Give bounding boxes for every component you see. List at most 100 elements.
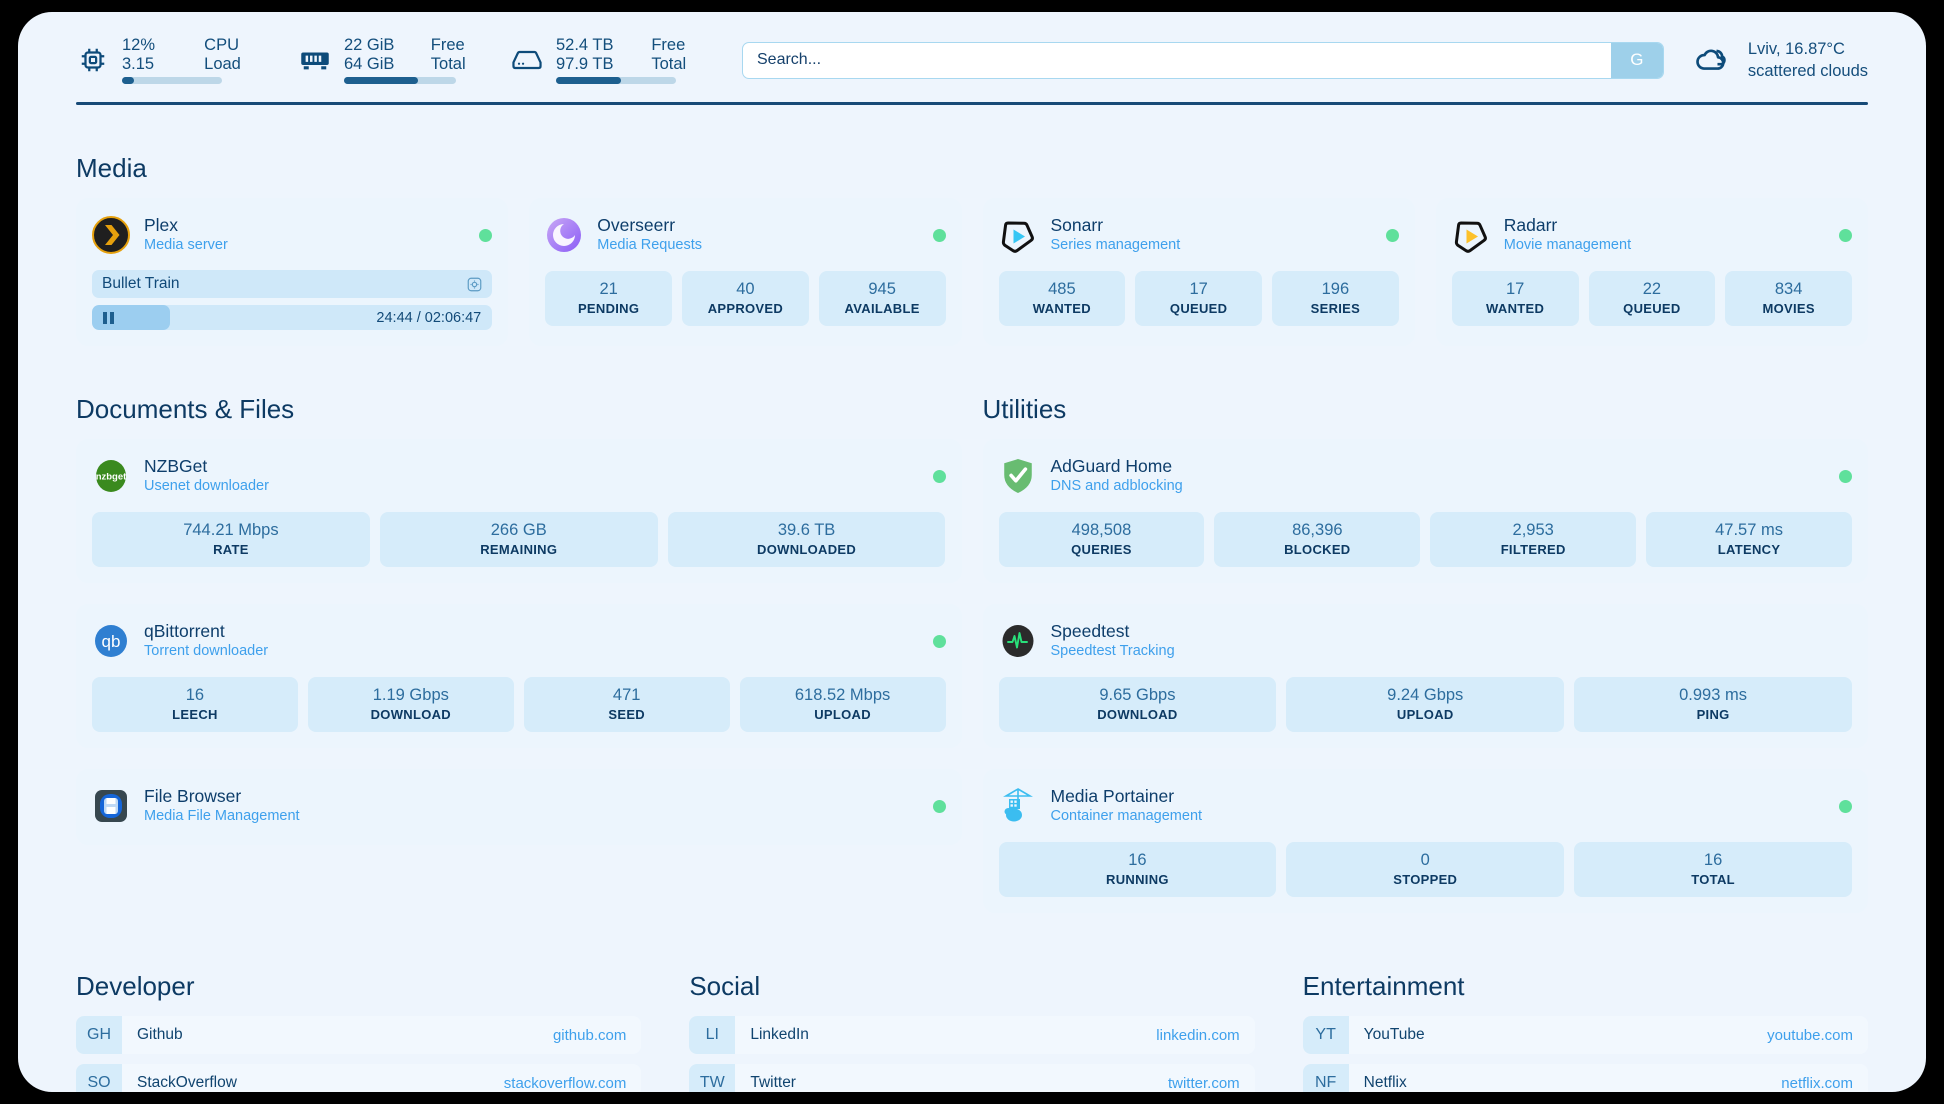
disk-stat-group: 52.4 TB Free 97.9 TB Total — [510, 36, 706, 84]
service-card-speedtest[interactable]: Speedtest Speedtest Tracking 9.65 Gbps D… — [982, 604, 1868, 748]
nzbget-icon: nzbget — [92, 457, 130, 495]
card-names: File Browser Media File Management — [144, 786, 919, 826]
stat-tile: 471 SEED — [523, 677, 730, 732]
service-subtitle: DNS and adblocking — [1050, 478, 1183, 494]
search-submit-button[interactable]: G — [1610, 42, 1663, 78]
cpu-stat-group: 12% CPU 3.15 Load — [76, 36, 272, 84]
service-card-radarr[interactable]: Radarr Movie management 17 WANTED 22 QUE… — [1435, 198, 1868, 346]
card-names: Speedtest Speedtest Tracking — [1051, 621, 1826, 661]
service-name: NZBGet — [144, 456, 208, 476]
bookmark-group-entertainment: Entertainment YT YouTube youtube.com NF … — [1302, 923, 1868, 1092]
stat-label: SEED — [608, 707, 645, 722]
dashboard-header: 12% CPU 3.15 Load — [76, 12, 1868, 84]
stat-label: LATENCY — [1717, 542, 1781, 557]
cpu-usage-value: 12% — [122, 36, 156, 54]
section-title-media: Media — [76, 153, 147, 183]
hard-drive-icon — [510, 43, 544, 77]
stat-label: LEECH — [172, 707, 218, 722]
card-names: qBittorrent Torrent downloader — [144, 621, 919, 661]
status-badge — [479, 228, 493, 242]
bookmark-url: youtube.com — [1767, 1026, 1853, 1044]
bookmark-name: StackOverflow — [137, 1074, 237, 1091]
cpu-load-value: 3.15 — [122, 55, 155, 73]
portainer-icon — [999, 787, 1037, 825]
memory-stat-block: 22 GiB Free 64 GiB Total — [344, 36, 484, 84]
pause-icon[interactable] — [103, 311, 114, 324]
card-header: Sonarr Series management — [999, 212, 1399, 258]
card-names: AdGuard Home DNS and adblocking — [1051, 456, 1826, 496]
weather-location-temp: Lviv, 16.87°C — [1747, 40, 1845, 58]
cpu-usage-fill — [122, 77, 134, 84]
service-card-qbittorrent[interactable]: qb qBittorrent Torrent downloader — [76, 604, 962, 748]
stat-value: 945 — [868, 280, 896, 298]
search-bar[interactable]: G — [742, 41, 1664, 79]
stat-value: 16 — [185, 686, 205, 704]
adguard-shield-icon — [999, 457, 1037, 495]
now-playing-title-bar: Bullet Train — [92, 270, 493, 298]
mid-columns: Documents & Files nzbget — [76, 346, 1868, 913]
now-playing-progress-bar[interactable]: 24:44 / 02:06:47 — [92, 305, 493, 330]
service-card-media-portainer[interactable]: Media Portainer Container management 16 … — [982, 769, 1868, 913]
service-card-nzbget[interactable]: nzbget NZBGet Usenet downloader 74 — [76, 439, 962, 583]
disk-free-value: 52.4 TB — [556, 36, 614, 54]
sonarr-icon — [999, 216, 1037, 254]
card-header: Radarr Movie management — [1452, 212, 1852, 258]
service-card-plex[interactable]: Plex Media server Bullet Train — [76, 198, 509, 346]
bookmark-item[interactable]: NF Netflix netflix.com — [1302, 1064, 1868, 1092]
bookmark-item[interactable]: SO StackOverflow stackoverflow.com — [76, 1064, 642, 1092]
stat-label: BLOCKED — [1284, 542, 1351, 557]
card-names: NZBGet Usenet downloader — [144, 456, 919, 496]
stat-tile: 16 LEECH — [92, 677, 298, 732]
disk-stat-block: 52.4 TB Free 97.9 TB Total — [556, 36, 706, 84]
stat-value: 9.65 Gbps — [1099, 686, 1176, 704]
stat-label: PENDING — [577, 301, 640, 316]
bookmark-name: Netflix — [1363, 1074, 1407, 1091]
now-playing-time: 24:44 / 02:06:47 — [376, 309, 482, 326]
stat-value: 744.21 Mbps — [183, 521, 279, 539]
bookmark-item[interactable]: GH Github github.com — [76, 1016, 642, 1054]
gear-icon[interactable] — [467, 277, 482, 292]
utilities-column: Utilities AdGuard Home — [982, 346, 1868, 913]
stat-tile: 9.65 Gbps DOWNLOAD — [998, 677, 1277, 732]
stats-row: 21 PENDING 40 APPROVED 945 AVAILABLE — [545, 271, 946, 326]
status-badge — [932, 228, 946, 242]
weather-widget: Lviv, 16.87°C scattered clouds — [1692, 38, 1868, 82]
section-title-entertainment: Entertainment — [1302, 971, 1465, 1001]
service-card-file-browser[interactable]: File Browser Media File Management — [76, 769, 962, 845]
bookmark-abbr: YT — [1302, 1016, 1349, 1054]
service-card-overseerr[interactable]: Overseerr Media Requests 21 PENDING 40 A… — [529, 198, 962, 346]
stat-label: APPROVED — [707, 301, 784, 316]
status-badge — [932, 634, 946, 648]
section-title-utilities: Utilities — [982, 394, 1067, 424]
service-subtitle: Series management — [1050, 237, 1181, 253]
bookmark-item[interactable]: YT YouTube youtube.com — [1302, 1016, 1868, 1054]
stat-tile: 196 SERIES — [1272, 271, 1399, 326]
service-name: Speedtest — [1050, 621, 1130, 641]
service-card-adguard-home[interactable]: AdGuard Home DNS and adblocking 498,508 … — [982, 439, 1868, 583]
status-badge — [1839, 469, 1852, 483]
stat-label: UPLOAD — [1396, 707, 1454, 722]
stat-tile: 1.19 Gbps DOWNLOAD — [307, 677, 514, 732]
stat-tile: 945 AVAILABLE — [818, 271, 946, 326]
search-input[interactable] — [743, 42, 1611, 78]
service-card-sonarr[interactable]: Sonarr Series management 485 WANTED 17 Q… — [982, 198, 1415, 346]
qbittorrent-icon: qb — [92, 622, 130, 660]
stat-tile: 22 QUEUED — [1588, 271, 1716, 326]
stat-label: WANTED — [1032, 301, 1091, 316]
stat-value: 16 — [1703, 851, 1723, 869]
stat-value: 0.993 ms — [1679, 686, 1747, 704]
bookmark-item[interactable]: TW Twitter twitter.com — [689, 1064, 1255, 1092]
stat-tile: 16 TOTAL — [1574, 842, 1852, 897]
stat-value: 471 — [612, 686, 641, 704]
stat-label: PING — [1696, 707, 1730, 722]
service-subtitle: Speedtest Tracking — [1050, 643, 1175, 659]
file-browser-icon — [92, 787, 130, 825]
stat-label: RUNNING — [1106, 872, 1169, 887]
bookmark-item[interactable]: LI LinkedIn linkedin.com — [689, 1016, 1255, 1054]
scattered-clouds-icon — [1692, 43, 1734, 77]
stat-value: 266 GB — [490, 521, 547, 539]
stats-row: 9.65 Gbps DOWNLOAD 9.24 Gbps UPLOAD 0.99… — [998, 677, 1853, 732]
bookmark-name: Twitter — [750, 1074, 796, 1091]
bookmark-list: LI LinkedIn linkedin.com TW Twitter twit… — [689, 1016, 1255, 1092]
bookmark-abbr: NF — [1302, 1064, 1349, 1092]
